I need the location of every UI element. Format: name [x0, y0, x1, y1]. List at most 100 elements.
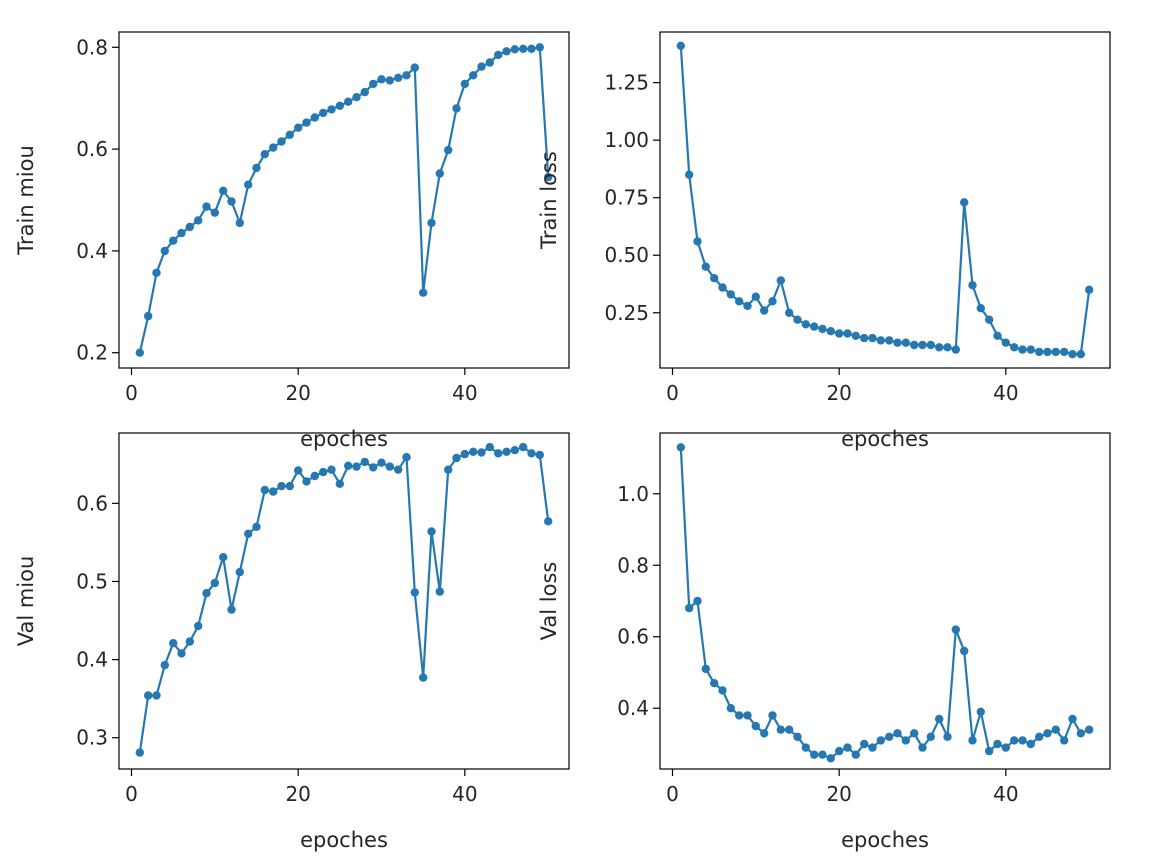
axes-frame	[659, 31, 1111, 369]
data-point	[177, 649, 186, 658]
data-point	[760, 306, 769, 315]
data-point	[693, 237, 702, 246]
data-point	[394, 73, 403, 83]
y-axis-label: Val miou	[14, 556, 38, 647]
subplot-train-miou: 0 20 40 0.2 0.4 0.6 0.8 epoches Train miou	[14, 31, 570, 451]
data-point	[1068, 714, 1077, 724]
y-tick-label: 0.6	[76, 137, 108, 161]
data-point	[160, 660, 169, 670]
data-point	[751, 721, 760, 731]
data-point	[310, 471, 319, 481]
x-axis-label: epoches	[841, 427, 929, 451]
data-point	[169, 236, 178, 245]
y-tick-label: 0.8	[76, 35, 108, 59]
y-tick-label: 0.6	[76, 491, 108, 515]
data-point	[319, 467, 328, 477]
data-point	[885, 336, 894, 345]
data-point	[444, 145, 453, 155]
data-point	[185, 637, 194, 646]
data-point	[951, 625, 960, 634]
x-tick-label: 20	[285, 782, 310, 806]
data-point	[385, 462, 394, 471]
data-point	[235, 218, 244, 228]
data-point	[535, 43, 544, 52]
y-tick-label: 0.8	[617, 553, 649, 577]
x-tick-label: 40	[452, 782, 477, 806]
y-axis-label: Train miou	[14, 145, 38, 256]
y-axis-label: Train loss	[537, 151, 561, 250]
data-point	[793, 732, 802, 741]
data-point	[876, 336, 885, 345]
axes-frame	[118, 432, 570, 770]
x-tick-label: 20	[285, 381, 310, 405]
data-point	[510, 446, 519, 455]
data-point	[943, 732, 952, 741]
data-point	[893, 729, 902, 738]
data-point	[277, 481, 286, 491]
data-point	[194, 216, 203, 225]
data-point	[244, 180, 253, 189]
y-tick-label: 1.25	[604, 71, 649, 95]
data-point	[369, 79, 378, 89]
data-point	[485, 58, 494, 67]
data-point	[918, 743, 927, 752]
data-point	[535, 450, 544, 460]
data-point	[1076, 350, 1086, 359]
data-point	[1018, 736, 1027, 745]
y-tick-label: 0.25	[604, 301, 649, 325]
y-tick-label: 0.3	[76, 726, 108, 750]
data-point	[352, 462, 361, 471]
y-tick-label: 0.75	[604, 186, 649, 210]
data-point	[1010, 343, 1019, 352]
data-point	[1051, 347, 1061, 357]
data-point	[394, 465, 403, 474]
data-point	[485, 442, 494, 452]
y-tick-label: 1.00	[604, 128, 649, 152]
data-point	[285, 130, 294, 139]
data-point	[943, 343, 952, 352]
data-point	[319, 108, 328, 118]
data-point	[718, 283, 727, 292]
data-point	[1018, 345, 1027, 354]
data-point	[544, 517, 553, 526]
y-axis-label: Val loss	[537, 562, 561, 641]
data-point	[826, 327, 835, 336]
data-point	[726, 704, 735, 713]
data-point	[469, 71, 478, 80]
data-point	[910, 340, 919, 350]
data-point	[993, 739, 1002, 749]
data-point	[169, 639, 178, 648]
data-point	[701, 664, 710, 674]
data-point	[152, 691, 161, 700]
axes-frame	[118, 31, 570, 369]
data-point	[868, 333, 877, 343]
x-tick-label: 20	[826, 381, 851, 405]
data-point	[843, 743, 852, 752]
data-point	[444, 465, 453, 474]
data-point	[851, 750, 860, 759]
data-point	[377, 458, 386, 467]
y-tick-label: 0.4	[617, 696, 649, 720]
data-point	[968, 736, 977, 745]
data-point	[985, 315, 994, 324]
x-tick-label: 0	[666, 782, 679, 806]
data-point	[135, 348, 144, 357]
data-point	[494, 449, 503, 458]
data-point	[327, 465, 336, 474]
data-point	[976, 304, 985, 313]
data-point	[710, 274, 719, 283]
data-point	[1076, 729, 1086, 738]
data-point	[502, 47, 511, 56]
data-point	[135, 748, 144, 757]
data-point	[244, 529, 253, 538]
x-tick-label: 40	[452, 381, 477, 405]
data-point	[743, 711, 752, 720]
data-point	[901, 736, 910, 745]
data-point	[885, 732, 894, 741]
data-point	[851, 331, 860, 340]
data-point	[751, 292, 760, 301]
data-point	[1043, 347, 1052, 357]
data-point	[743, 301, 752, 311]
data-point	[968, 281, 977, 290]
